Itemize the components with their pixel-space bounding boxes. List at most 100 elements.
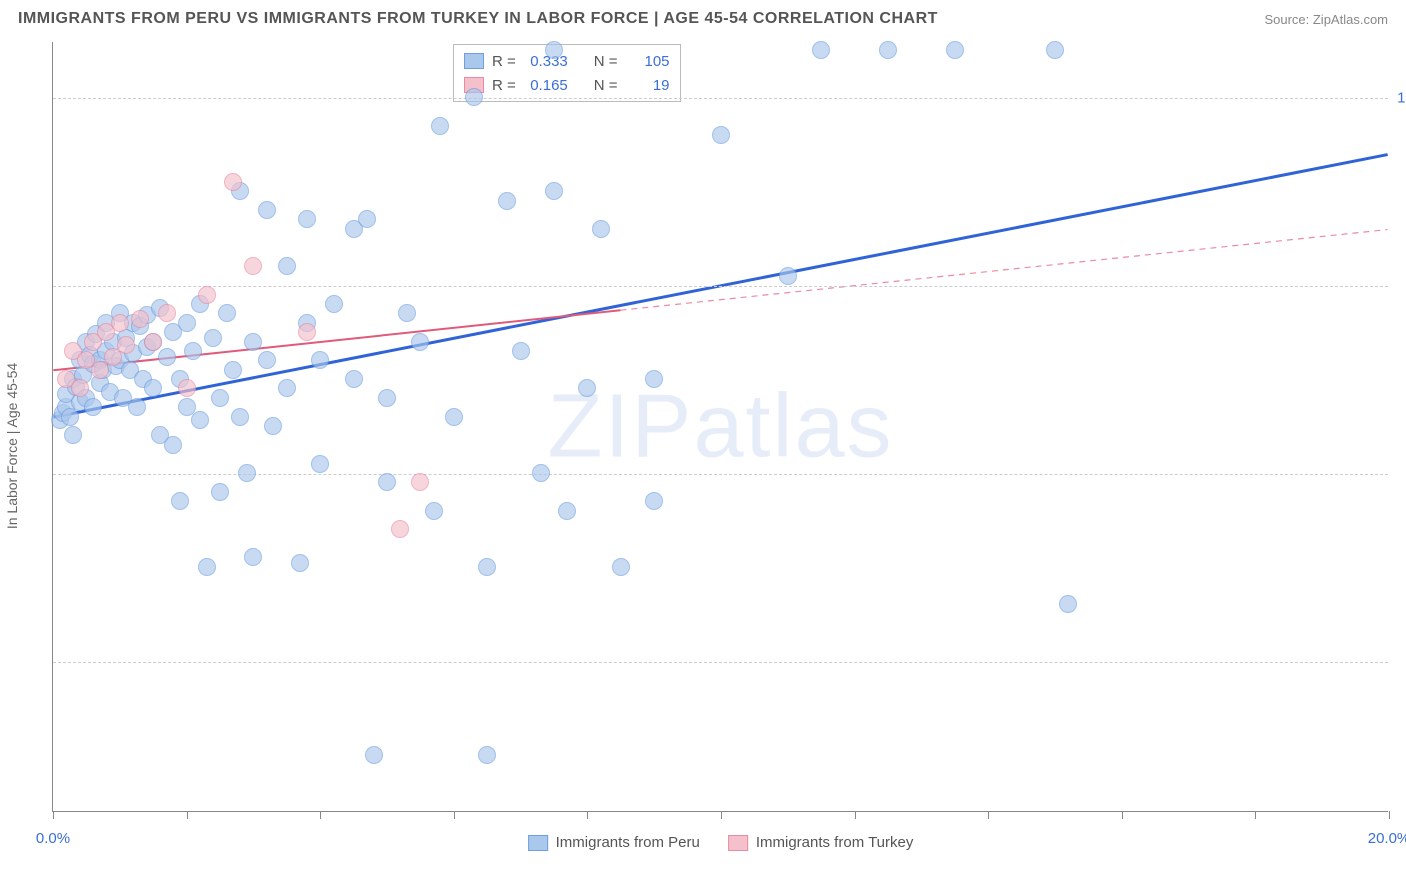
gridline xyxy=(53,662,1388,663)
scatter-point xyxy=(117,336,135,354)
chart-plot-area: ZIPatlas R = 0.333 N = 105 R = 0.165 N =… xyxy=(52,42,1388,812)
xtick xyxy=(53,811,54,819)
xtick xyxy=(454,811,455,819)
n-value-peru: 105 xyxy=(626,53,670,70)
scatter-point xyxy=(158,348,176,366)
swatch-peru xyxy=(528,835,548,851)
scatter-point xyxy=(158,304,176,322)
scatter-point xyxy=(198,558,216,576)
scatter-point xyxy=(61,408,79,426)
ytick-label: 70.0% xyxy=(1393,653,1406,670)
watermark-text: ZIPatlas xyxy=(547,375,893,478)
scatter-point xyxy=(144,333,162,351)
scatter-point xyxy=(946,41,964,59)
scatter-point xyxy=(431,117,449,135)
scatter-point xyxy=(558,502,576,520)
bottom-legend: Immigrants from Peru Immigrants from Tur… xyxy=(528,834,914,851)
scatter-point xyxy=(411,473,429,491)
scatter-point xyxy=(578,379,596,397)
scatter-point xyxy=(171,492,189,510)
scatter-point xyxy=(1059,595,1077,613)
scatter-point xyxy=(144,379,162,397)
scatter-point xyxy=(211,389,229,407)
xtick xyxy=(855,811,856,819)
source-label: Source: ZipAtlas.com xyxy=(1264,12,1388,27)
r-value-turkey: 0.165 xyxy=(524,77,568,94)
scatter-point xyxy=(224,173,242,191)
scatter-point xyxy=(411,333,429,351)
xtick xyxy=(1389,811,1390,819)
xtick xyxy=(587,811,588,819)
scatter-point xyxy=(645,370,663,388)
scatter-point xyxy=(258,351,276,369)
scatter-point xyxy=(244,548,262,566)
scatter-point xyxy=(91,361,109,379)
scatter-point xyxy=(84,398,102,416)
scatter-point xyxy=(291,554,309,572)
scatter-point xyxy=(592,220,610,238)
xtick-label: 20.0% xyxy=(1368,830,1406,847)
scatter-point xyxy=(278,379,296,397)
scatter-point xyxy=(298,210,316,228)
scatter-point xyxy=(612,558,630,576)
scatter-point xyxy=(512,342,530,360)
xtick xyxy=(320,811,321,819)
gridline xyxy=(53,286,1388,287)
scatter-point xyxy=(131,310,149,328)
scatter-point xyxy=(211,483,229,501)
scatter-point xyxy=(545,182,563,200)
scatter-point xyxy=(264,417,282,435)
scatter-point xyxy=(191,411,209,429)
scatter-point xyxy=(198,286,216,304)
scatter-point xyxy=(391,520,409,538)
n-label: N = xyxy=(594,77,618,94)
scatter-point xyxy=(325,295,343,313)
scatter-point xyxy=(184,342,202,360)
n-label: N = xyxy=(594,53,618,70)
swatch-peru xyxy=(464,53,484,69)
scatter-point xyxy=(445,408,463,426)
ytick-label: 80.0% xyxy=(1393,465,1406,482)
xtick xyxy=(1255,811,1256,819)
scatter-point xyxy=(258,201,276,219)
scatter-point xyxy=(311,351,329,369)
legend-item-turkey: Immigrants from Turkey xyxy=(728,834,914,851)
scatter-point xyxy=(164,436,182,454)
xtick-label: 0.0% xyxy=(36,830,70,847)
scatter-point xyxy=(178,314,196,332)
scatter-point xyxy=(545,41,563,59)
scatter-point xyxy=(465,88,483,106)
scatter-point xyxy=(64,426,82,444)
scatter-point xyxy=(712,126,730,144)
scatter-point xyxy=(224,361,242,379)
trend-lines xyxy=(53,42,1388,811)
scatter-point xyxy=(128,398,146,416)
scatter-point xyxy=(378,473,396,491)
swatch-turkey xyxy=(728,835,748,851)
scatter-point xyxy=(345,370,363,388)
chart-title: IMMIGRANTS FROM PERU VS IMMIGRANTS FROM … xyxy=(18,10,938,28)
scatter-point xyxy=(358,210,376,228)
xtick xyxy=(988,811,989,819)
correlation-legend: R = 0.333 N = 105 R = 0.165 N = 19 xyxy=(453,44,681,102)
r-label: R = xyxy=(492,53,516,70)
ytick-label: 100.0% xyxy=(1393,90,1406,107)
scatter-point xyxy=(238,464,256,482)
scatter-point xyxy=(111,314,129,332)
scatter-point xyxy=(378,389,396,407)
scatter-point xyxy=(231,408,249,426)
legend-label-turkey: Immigrants from Turkey xyxy=(756,834,914,851)
scatter-point xyxy=(498,192,516,210)
xtick xyxy=(187,811,188,819)
legend-label-peru: Immigrants from Peru xyxy=(556,834,700,851)
scatter-point xyxy=(298,323,316,341)
gridline xyxy=(53,98,1388,99)
scatter-point xyxy=(779,267,797,285)
scatter-point xyxy=(71,379,89,397)
n-value-turkey: 19 xyxy=(626,77,670,94)
scatter-point xyxy=(425,502,443,520)
scatter-point xyxy=(278,257,296,275)
xtick xyxy=(1122,811,1123,819)
scatter-point xyxy=(204,329,222,347)
scatter-point xyxy=(398,304,416,322)
